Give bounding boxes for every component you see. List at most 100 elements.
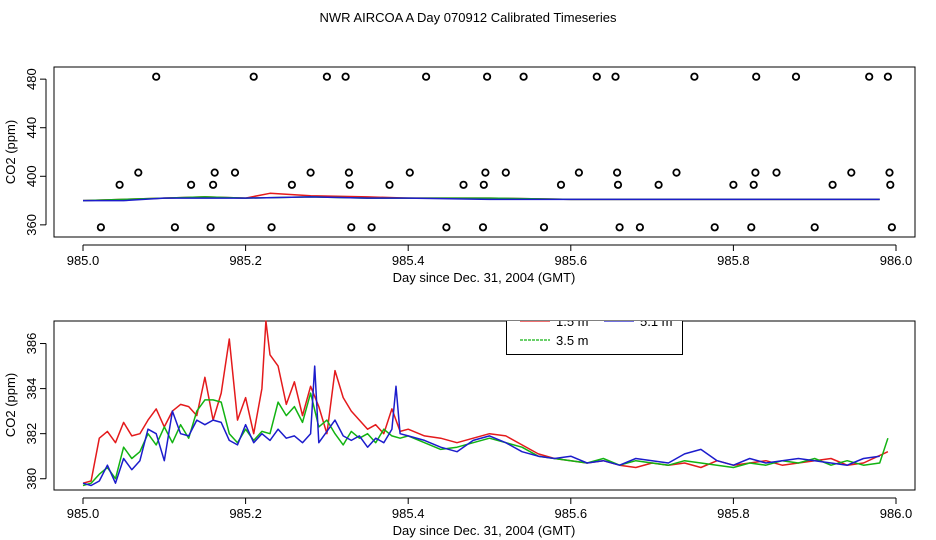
- top-flag-point: [747, 223, 756, 232]
- top-flag-point: [367, 223, 376, 232]
- top-flag-point: [654, 180, 663, 189]
- bottom-y-axis: 380 382 384 386: [24, 333, 47, 490]
- bottom-x-tick-label: 986.0: [880, 506, 913, 521]
- bottom-y-tick-label: 386: [24, 333, 39, 355]
- legend: 1.5 m 5.1 m 3.5 m: [506, 314, 683, 355]
- top-flag-point: [592, 72, 601, 81]
- legend-label-3-5m: 3.5 m: [556, 333, 589, 348]
- top-flag-point: [170, 223, 179, 232]
- top-y-axis: 360 400 440 480: [24, 68, 47, 236]
- top-flag-point: [482, 72, 492, 81]
- top-flag-point: [481, 168, 490, 177]
- top-flag-point: [287, 180, 296, 189]
- top-flag-point: [501, 168, 510, 177]
- top-flag-point: [613, 180, 623, 189]
- bottom-series-group: [82, 320, 889, 487]
- top-flag-point: [230, 168, 240, 177]
- top-flag-points: [96, 72, 897, 232]
- top-flag-point: [749, 180, 758, 189]
- top-flag-point: [96, 223, 106, 232]
- bottom-x-tick-label: 985.4: [392, 506, 425, 521]
- top-y-tick-label: 480: [24, 68, 39, 90]
- top-flag-point: [635, 223, 645, 232]
- legend-box: [506, 321, 683, 355]
- legend-label-1-5m: 1.5 m: [556, 314, 589, 329]
- top-series-group: [82, 192, 880, 202]
- bottom-x-axis: 985.0 985.2 985.4 985.6 985.8 986.0: [67, 497, 913, 521]
- top-flag-point: [405, 168, 414, 177]
- top-flag-point: [459, 180, 468, 189]
- top-plot-frame: [53, 66, 916, 238]
- top-flag-point: [574, 168, 584, 177]
- top-flag-point: [267, 223, 276, 232]
- top-flag-point: [690, 72, 699, 81]
- top-flag-point: [519, 72, 528, 81]
- top-panel: 985.0 985.2 985.4 985.6 985.8 986.0 360 400 440…: [3, 66, 916, 285]
- top-flag-point: [612, 168, 622, 177]
- top-flag-point: [134, 168, 143, 177]
- top-flag-point: [828, 180, 837, 189]
- top-flag-point: [751, 168, 760, 177]
- top-flag-point: [322, 72, 331, 81]
- bottom-series-3-5-m: [82, 392, 889, 487]
- top-flag-point: [478, 223, 488, 232]
- top-flag-point: [479, 180, 488, 189]
- top-y-tick-label: 360: [24, 214, 39, 236]
- bottom-y-tick-label: 380: [24, 468, 39, 490]
- top-x-tick-label: 985.8: [717, 253, 750, 268]
- bottom-y-label: CO2 (ppm): [3, 373, 18, 437]
- top-x-tick-label: 985.4: [392, 253, 425, 268]
- bottom-series-1-5-m: [82, 320, 889, 484]
- top-series-5-1-m: [83, 196, 880, 202]
- top-flag-point: [385, 180, 394, 189]
- top-x-tick-label: 985.2: [229, 253, 262, 268]
- bottom-y-tick-label: 384: [24, 378, 39, 400]
- top-flag-point: [885, 168, 894, 177]
- top-flag-point: [115, 180, 124, 189]
- top-flag-point: [210, 168, 219, 177]
- top-flag-point: [710, 223, 719, 232]
- top-flag-point: [249, 72, 258, 81]
- top-flag-point: [152, 72, 161, 81]
- top-flag-point: [306, 168, 315, 177]
- top-flag-point: [615, 223, 624, 232]
- top-x-tick-label: 985.6: [555, 253, 588, 268]
- top-flag-point: [206, 223, 215, 232]
- top-flag-point: [611, 72, 620, 81]
- top-x-axis: 985.0 985.2 985.4 985.6 985.8 986.0: [67, 244, 912, 268]
- bottom-x-tick-label: 985.0: [67, 506, 100, 521]
- top-flag-point: [421, 72, 431, 81]
- bottom-x-label: Day since Dec. 31, 2004 (GMT): [393, 523, 576, 538]
- top-flag-point: [344, 168, 353, 177]
- bottom-plot-frame: [53, 320, 916, 491]
- bottom-y-tick-label: 382: [24, 423, 39, 445]
- top-flag-point: [442, 223, 451, 232]
- top-flag-point: [810, 223, 819, 232]
- top-y-tick-label: 440: [24, 117, 39, 139]
- top-flag-point: [883, 72, 893, 81]
- top-x-tick-label: 985.0: [67, 253, 100, 268]
- top-flag-point: [209, 180, 218, 189]
- bottom-x-tick-label: 985.8: [717, 506, 750, 521]
- top-flag-point: [886, 180, 895, 189]
- top-flag-point: [187, 180, 196, 189]
- figure-title: NWR AIRCOA A Day 070912 Calibrated Times…: [320, 10, 617, 25]
- top-flag-point: [752, 72, 761, 81]
- top-flag-point: [345, 180, 354, 189]
- top-flag-point: [847, 168, 856, 177]
- top-flag-point: [672, 168, 681, 177]
- top-flag-point: [341, 72, 350, 81]
- bottom-x-tick-label: 985.2: [229, 506, 262, 521]
- top-flag-point: [887, 223, 897, 232]
- top-flag-point: [772, 168, 781, 177]
- top-flag-point: [865, 72, 874, 81]
- top-flag-point: [539, 223, 549, 232]
- bottom-series-5-1-m: [82, 365, 880, 487]
- top-flag-point: [347, 223, 356, 232]
- bottom-panel: 985.0 985.2 985.4 985.6 985.8 986.0 380 382 384…: [3, 314, 916, 538]
- top-flag-point: [729, 180, 738, 189]
- top-y-tick-label: 400: [24, 165, 39, 187]
- top-flag-point: [556, 180, 566, 189]
- bottom-x-tick-label: 985.6: [555, 506, 588, 521]
